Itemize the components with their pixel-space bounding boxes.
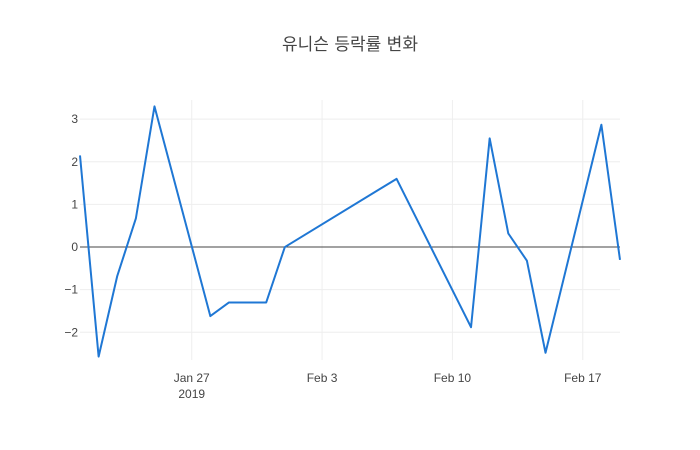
y-tick-label: −2 (64, 325, 78, 339)
y-tick-label: 2 (71, 155, 78, 169)
y-tick-label: 0 (71, 240, 78, 254)
x-tick-sublabel: 2019 (178, 387, 205, 401)
series-group (79, 105, 621, 358)
x-axis-ticks: Jan 27 2019 Feb 3 Feb 10 Feb 17 (174, 371, 602, 401)
y-axis-ticks: 3 2 1 0 −1 −2 (64, 112, 78, 339)
x-tick-label: Feb 3 (307, 371, 338, 385)
x-tick-label: Feb 17 (564, 371, 602, 385)
y-tick-label: −1 (64, 283, 78, 297)
series-line (79, 105, 621, 358)
x-tick-label: Jan 27 (174, 371, 210, 385)
x-tick-label: Feb 10 (434, 371, 472, 385)
y-tick-label: 3 (71, 112, 78, 126)
chart-title: 유니슨 등락률 변화 (282, 35, 418, 55)
y-tick-label: 1 (71, 197, 78, 211)
